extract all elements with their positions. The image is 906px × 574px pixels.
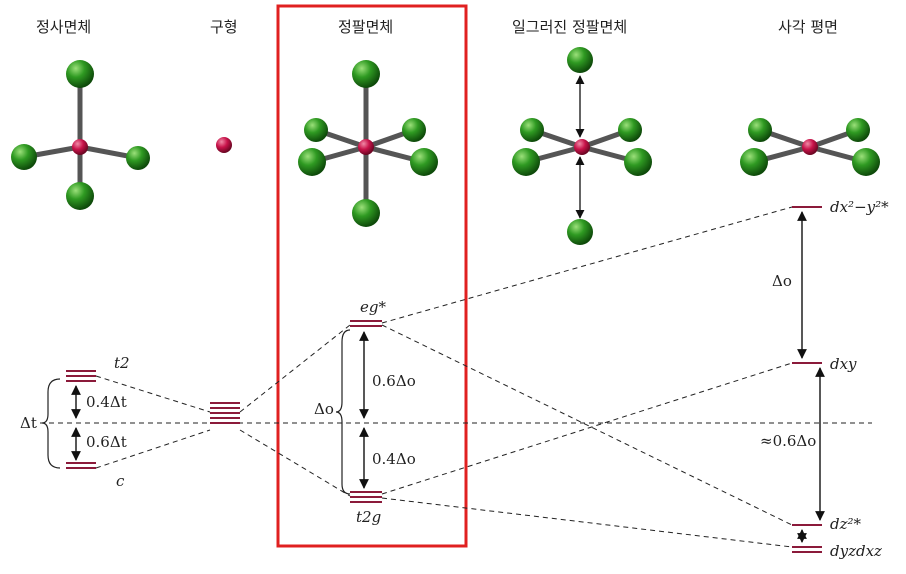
sq-level-dz2: dz²* xyxy=(830,515,861,533)
octahedral-lower-label: t2g xyxy=(356,508,381,526)
sq-split-mid: ≈0.6Δo xyxy=(760,432,816,450)
label-spherical: 구형 xyxy=(210,16,238,37)
label-tetrahedral: 정사면체 xyxy=(36,16,91,37)
octahedral-molecule xyxy=(298,60,438,227)
sq-level-dyzdxz: dyzdxz xyxy=(830,542,882,560)
octahedral-gap-lower: 0.4Δo xyxy=(372,450,416,468)
sq-level-dx2y2: dx²−y²* xyxy=(830,198,889,216)
tetrahedral-gap-lower: 0.6Δt xyxy=(86,433,127,451)
label-octahedral: 정팔면체 xyxy=(338,16,393,37)
sq-split-top: Δo xyxy=(772,272,792,290)
tetrahedral-molecule xyxy=(11,60,150,210)
octahedral-gap-upper: 0.6Δo xyxy=(372,372,416,390)
dashed-connectors xyxy=(40,207,872,547)
label-square-planar: 사각 평면 xyxy=(778,16,838,37)
energy-levels xyxy=(66,207,822,552)
tetrahedral-gap-upper: 0.4Δt xyxy=(86,393,127,411)
octahedral-upper-label: eg* xyxy=(360,298,386,316)
label-distorted-octahedral: 일그러진 정팔면체 xyxy=(512,16,627,37)
tetrahedral-split-label: Δt xyxy=(20,414,37,432)
octahedral-brace xyxy=(336,330,350,494)
sq-level-dxy: dxy xyxy=(830,355,857,373)
tetrahedral-upper-label: t2 xyxy=(114,354,130,372)
spherical-ion xyxy=(216,137,232,153)
gap-arrows xyxy=(76,212,820,542)
tetrahedral-lower-label: c xyxy=(116,472,124,490)
octahedral-split-label: Δo xyxy=(314,400,334,418)
distorted-octahedral-molecule xyxy=(512,47,652,245)
square-planar-molecule xyxy=(740,118,880,176)
